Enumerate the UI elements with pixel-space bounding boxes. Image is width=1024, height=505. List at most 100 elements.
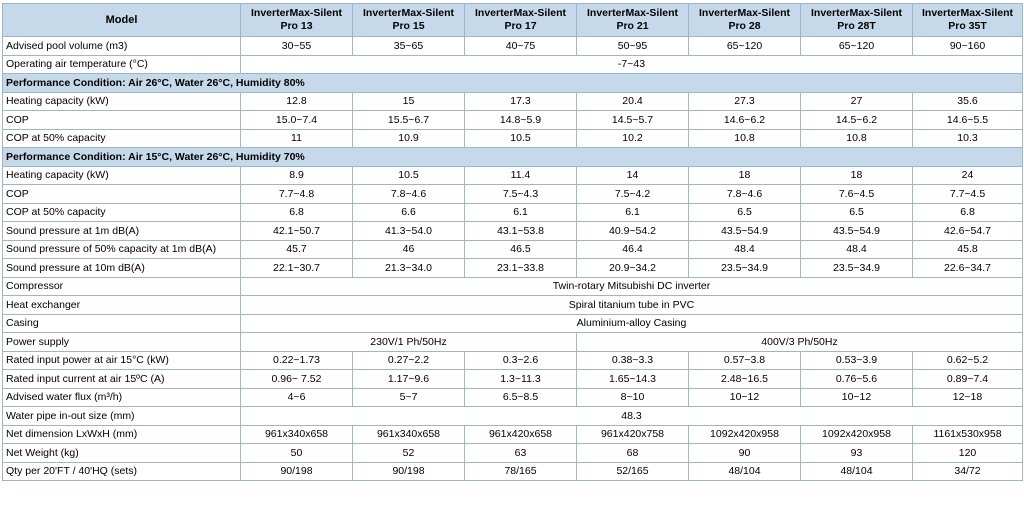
cell-value: 6.5~8.5 xyxy=(464,387,577,407)
row-label: Sound pressure at 10m dB(A) xyxy=(2,258,241,278)
row-label: Water pipe in-out size (mm) xyxy=(2,406,241,426)
row-label: Advised pool volume (m3) xyxy=(2,36,241,56)
cell-value: 48.4 xyxy=(800,239,913,259)
spec-table-body: Model InverterMax-Silent Pro 13 Inverter… xyxy=(2,3,1023,481)
cell-value: 400V/3 Ph/50Hz xyxy=(576,332,1023,352)
model-name: InverterMax-Silent Pro 28T xyxy=(800,3,913,37)
cell-value: 46.5 xyxy=(464,239,577,259)
cell-value: Twin-rotary Mitsubishi DC inverter xyxy=(240,276,1023,296)
row-label: COP at 50% capacity xyxy=(2,128,241,148)
cell-value: 42.6~54.7 xyxy=(912,221,1023,241)
cell-value: 22.6~34.7 xyxy=(912,258,1023,278)
cell-value: 12~18 xyxy=(912,387,1023,407)
cell-value: 6.6 xyxy=(352,202,465,222)
row-label: Casing xyxy=(2,313,241,333)
cell-value: 1161x530x958 xyxy=(912,424,1023,444)
section-title: Performance Condition: Air 15°C, Water 2… xyxy=(2,147,1023,167)
cell-value: 68 xyxy=(576,443,689,463)
cell-value: 7.8~4.6 xyxy=(688,184,801,204)
table-row: Casing Aluminium-alloy Casing xyxy=(2,313,1023,333)
cell-value: 7.7~4.5 xyxy=(912,184,1023,204)
cell-value: 50 xyxy=(240,443,353,463)
table-row: Heat exchanger Spiral titanium tube in PV… xyxy=(2,295,1023,315)
section-row: Performance Condition: Air 26°C, Water 2… xyxy=(2,73,1023,93)
cell-value: 2.48~16.5 xyxy=(688,369,801,389)
row-label: Net dimension LxWxH (mm) xyxy=(2,424,241,444)
row-label: Heating capacity (kW) xyxy=(2,91,241,111)
table-row: Rated input current at air 15ºC (A) 0.96~… xyxy=(2,369,1023,389)
cell-value: 14 xyxy=(576,165,689,185)
cell-value: 0.38~3.3 xyxy=(576,350,689,370)
cell-value: 43.5~54.9 xyxy=(800,221,913,241)
cell-value: 43.5~54.9 xyxy=(688,221,801,241)
cell-value: -7~43 xyxy=(240,54,1023,74)
table-row: Sound pressure of 50% capacity at 1m dB(… xyxy=(2,239,1023,259)
cell-value: 7.5~4.3 xyxy=(464,184,577,204)
cell-value: 23.5~34.9 xyxy=(688,258,801,278)
cell-value: 10~12 xyxy=(688,387,801,407)
cell-value: 21.3~34.0 xyxy=(352,258,465,278)
cell-value: 961x420x658 xyxy=(464,424,577,444)
table-row: Heating capacity (kW) 8.9 10.5 11.4 14 18 18 24 xyxy=(2,165,1023,185)
cell-value: 14.8~5.9 xyxy=(464,110,577,130)
row-label: COP xyxy=(2,110,241,130)
cell-value: 7.5~4.2 xyxy=(576,184,689,204)
table-row: Power supply 230V/1 Ph/50Hz 400V/3 Ph/50Hz xyxy=(2,332,1023,352)
row-label: Sound pressure at 1m dB(A) xyxy=(2,221,241,241)
cell-value: 10.9 xyxy=(352,128,465,148)
table-row: Net Weight (kg) 50 52 63 68 90 93 120 xyxy=(2,443,1023,463)
cell-value: 22.1~30.7 xyxy=(240,258,353,278)
cell-value: 48.3 xyxy=(240,406,1023,426)
model-name: InverterMax-Silent Pro 17 xyxy=(464,3,577,37)
model-name: InverterMax-Silent Pro 13 xyxy=(240,3,353,37)
cell-value: 48/104 xyxy=(688,461,801,481)
row-label: COP xyxy=(2,184,241,204)
cell-value: 65~120 xyxy=(800,36,913,56)
cell-value: 93 xyxy=(800,443,913,463)
row-label: Heating capacity (kW) xyxy=(2,165,241,185)
table-row: Qty per 20'FT / 40'HQ (sets) 90/198 90/198… xyxy=(2,461,1023,481)
cell-value: 1.17~9.6 xyxy=(352,369,465,389)
cell-value: 90~160 xyxy=(912,36,1023,56)
cell-value: 27.3 xyxy=(688,91,801,111)
cell-value: 20.4 xyxy=(576,91,689,111)
row-label: Power supply xyxy=(2,332,241,352)
cell-value: 14.5~5.7 xyxy=(576,110,689,130)
cell-value: 52/165 xyxy=(576,461,689,481)
cell-value: 40~75 xyxy=(464,36,577,56)
table-row: Water pipe in-out size (mm) 48.3 xyxy=(2,406,1023,426)
row-label: Advised water flux (m³/h) xyxy=(2,387,241,407)
model-header: Model xyxy=(2,3,241,37)
row-label: Heat exchanger xyxy=(2,295,241,315)
cell-value: 23.1~33.8 xyxy=(464,258,577,278)
table-row: Advised pool volume (m3) 30~55 35~65 40~75 5… xyxy=(2,36,1023,56)
cell-value: 11 xyxy=(240,128,353,148)
cell-value: 961x340x658 xyxy=(352,424,465,444)
cell-value: Aluminium-alloy Casing xyxy=(240,313,1023,333)
cell-value: 45.8 xyxy=(912,239,1023,259)
cell-value: 46 xyxy=(352,239,465,259)
section-row: Performance Condition: Air 15°C, Water 2… xyxy=(2,147,1023,167)
cell-value: 4~6 xyxy=(240,387,353,407)
cell-value: 0.3~2.6 xyxy=(464,350,577,370)
cell-value: 6.8 xyxy=(240,202,353,222)
cell-value: 14.6~6.2 xyxy=(688,110,801,130)
cell-value: 0.89~7.4 xyxy=(912,369,1023,389)
table-row: Advised water flux (m³/h) 4~6 5~7 6.5~8.5 8~… xyxy=(2,387,1023,407)
table-row: Operating air temperature (°C) -7~43 xyxy=(2,54,1023,74)
row-label: Sound pressure of 50% capacity at 1m dB(… xyxy=(2,239,241,259)
cell-value: 10.8 xyxy=(800,128,913,148)
cell-value: 5~7 xyxy=(352,387,465,407)
cell-value: 0.22~1.73 xyxy=(240,350,353,370)
cell-value: 8.9 xyxy=(240,165,353,185)
header-row: Model InverterMax-Silent Pro 13 Inverter… xyxy=(2,3,1023,37)
cell-value: 120 xyxy=(912,443,1023,463)
cell-value: 7.7~4.8 xyxy=(240,184,353,204)
cell-value: 42.1~50.7 xyxy=(240,221,353,241)
cell-value: 40.9~54.2 xyxy=(576,221,689,241)
table-row: COP at 50% capacity 11 10.9 10.5 10.2 10.8 10.… xyxy=(2,128,1023,148)
cell-value: 961x420x758 xyxy=(576,424,689,444)
row-label: Qty per 20'FT / 40'HQ (sets) xyxy=(2,461,241,481)
model-name: InverterMax-Silent Pro 21 xyxy=(576,3,689,37)
cell-value: 52 xyxy=(352,443,465,463)
